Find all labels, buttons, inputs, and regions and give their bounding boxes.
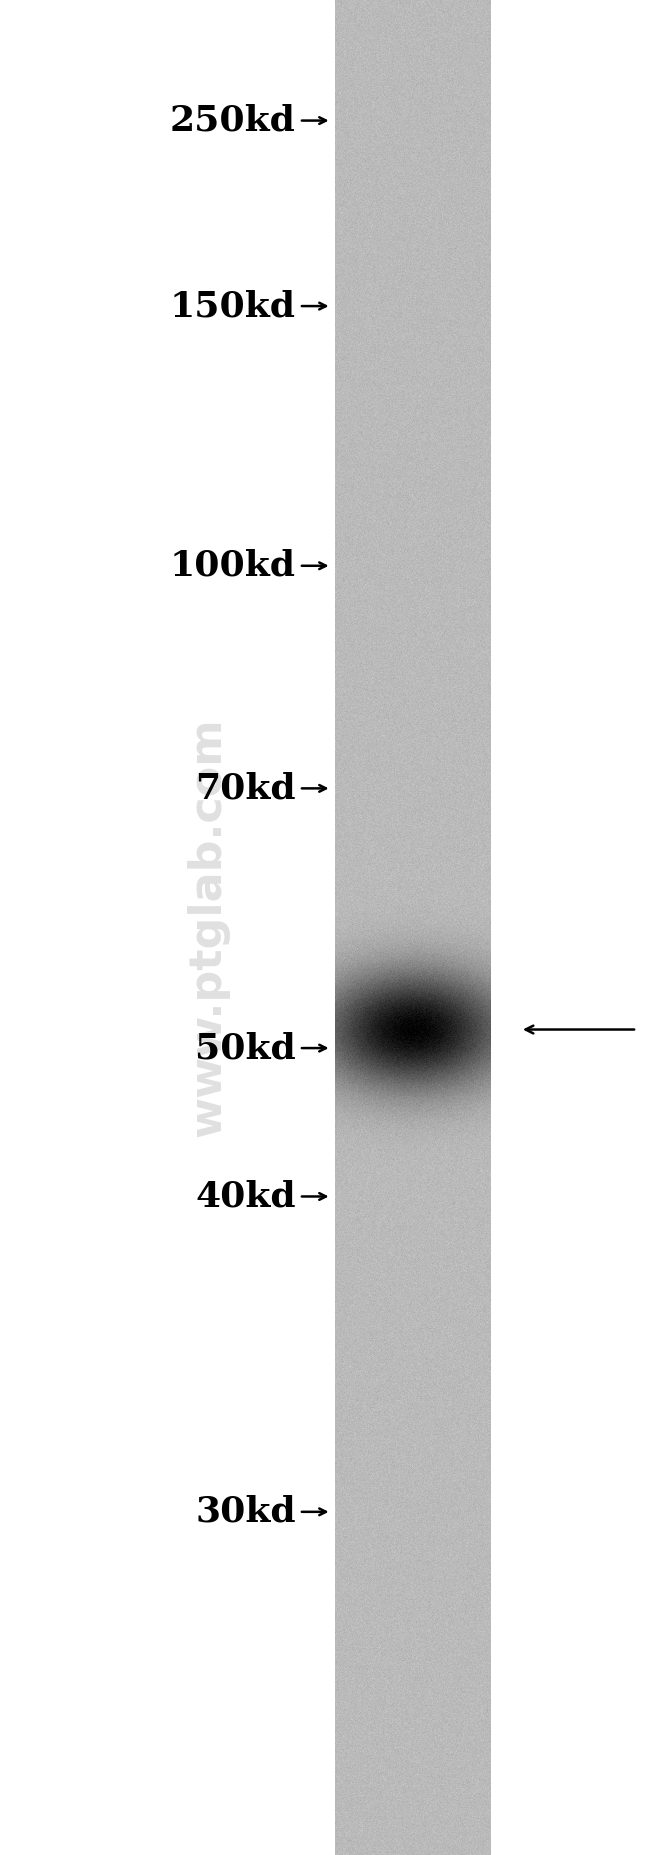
Text: 150kd: 150kd <box>170 289 296 323</box>
Text: 250kd: 250kd <box>170 104 296 137</box>
Text: 50kd: 50kd <box>195 1031 296 1065</box>
Text: 70kd: 70kd <box>195 772 296 805</box>
Text: 30kd: 30kd <box>195 1495 296 1529</box>
Text: 100kd: 100kd <box>170 549 296 582</box>
Text: www.ptglab.com: www.ptglab.com <box>187 718 229 1137</box>
Text: 40kd: 40kd <box>195 1180 296 1213</box>
